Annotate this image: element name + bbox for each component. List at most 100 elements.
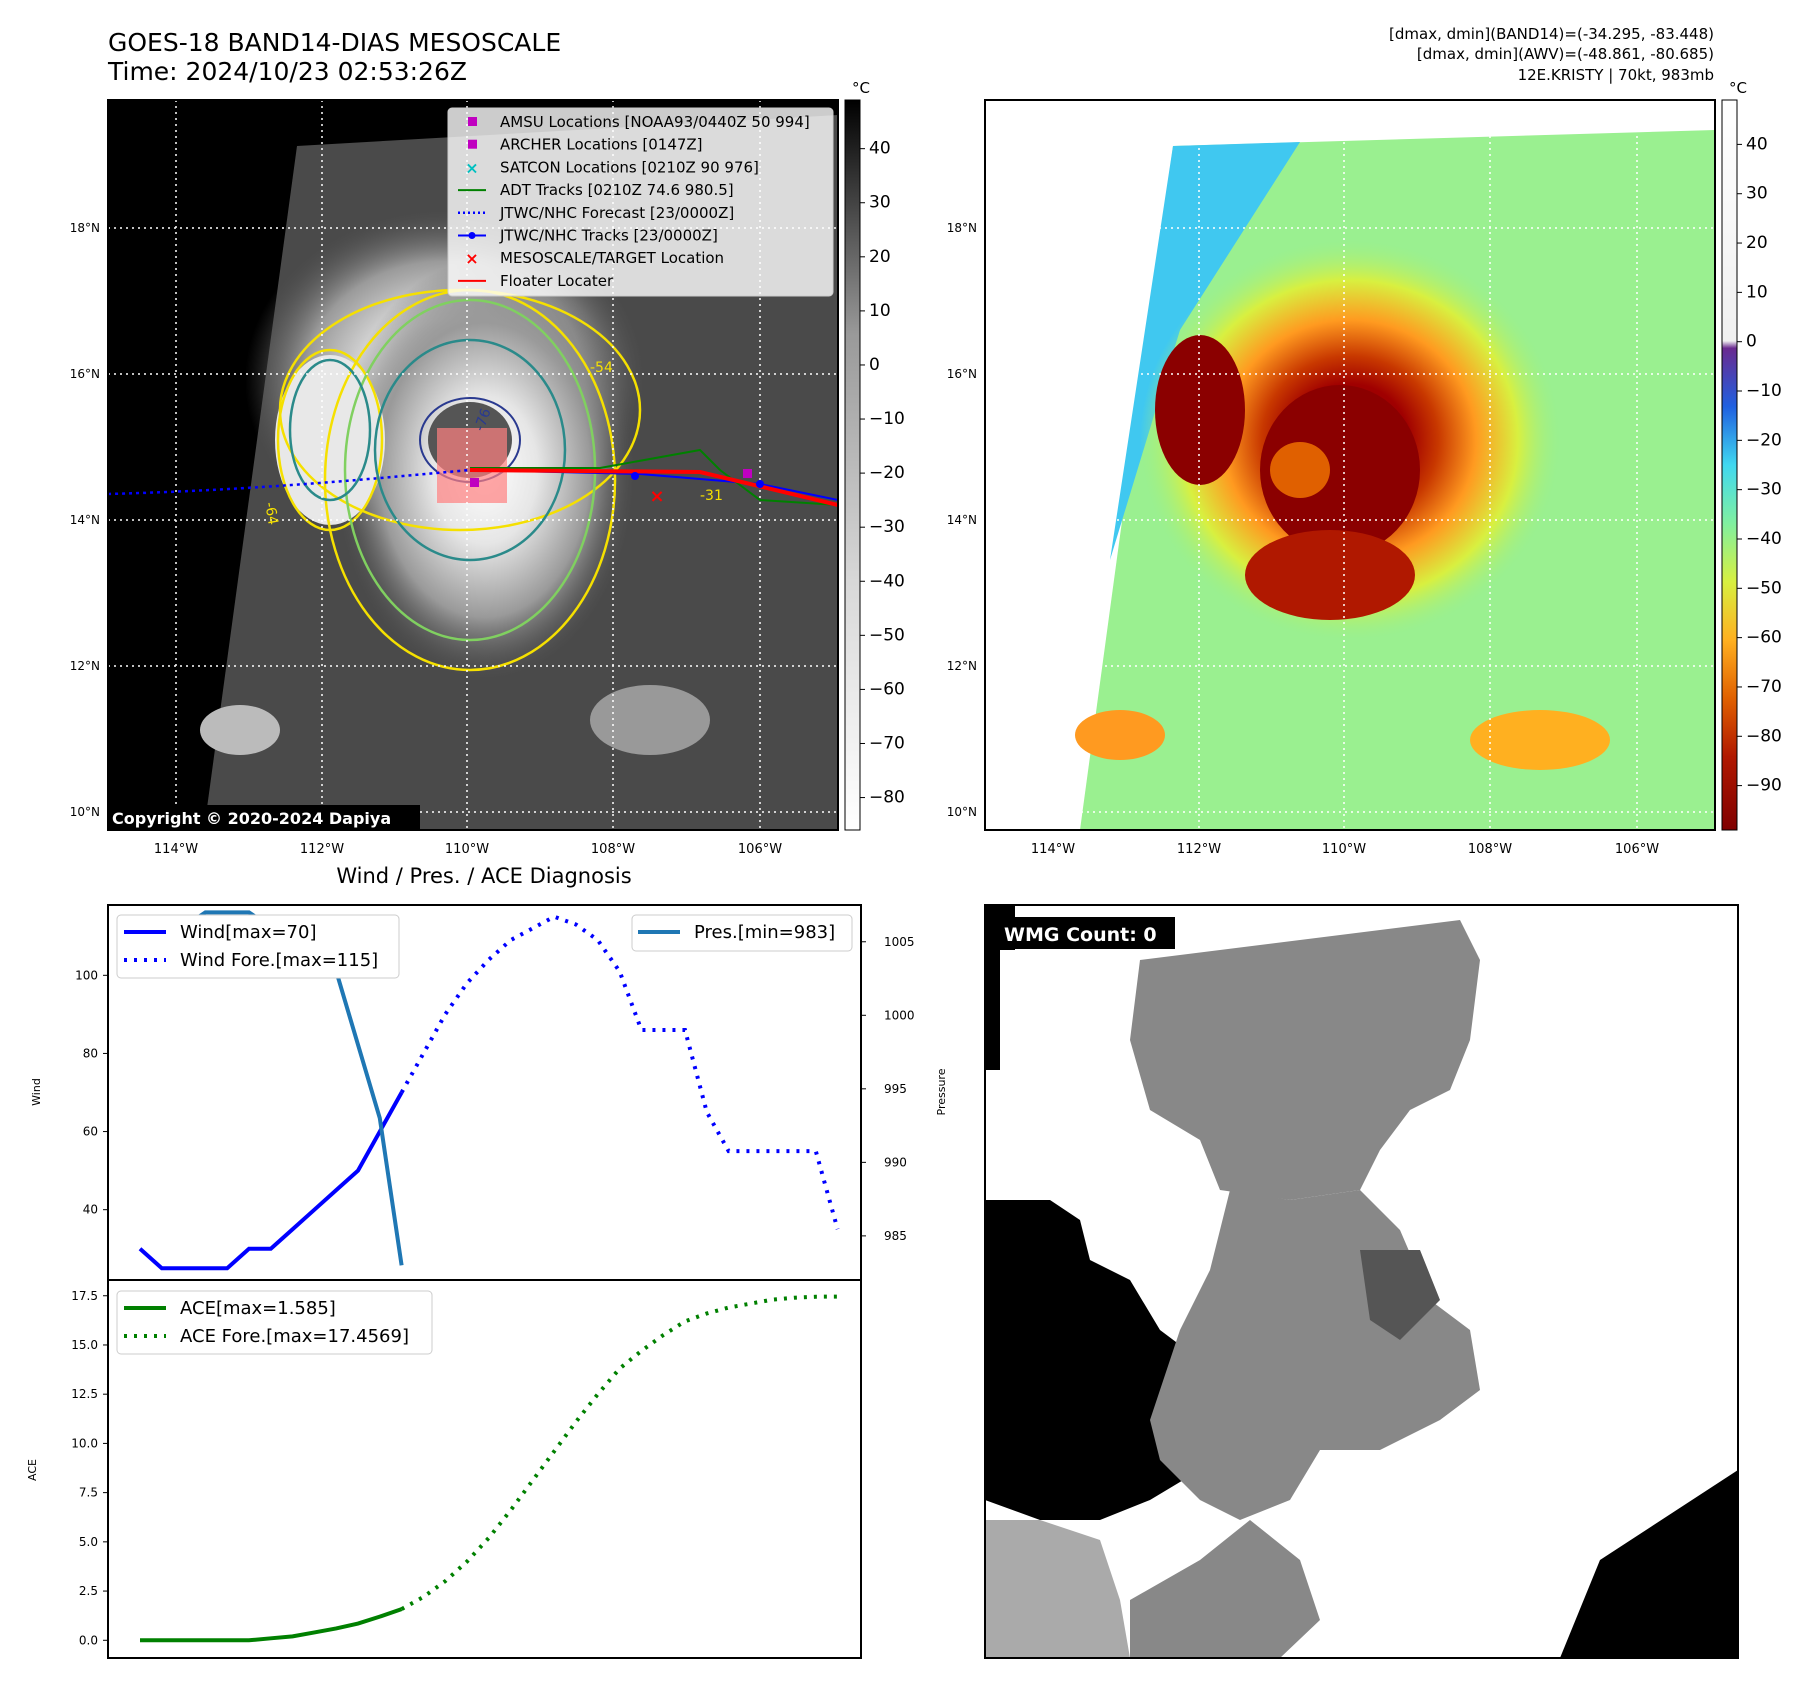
legend-label: MESOSCALE/TARGET Location	[500, 249, 724, 267]
y2-tick-label: 990	[884, 1155, 907, 1169]
legend-label: JTWC/NHC Forecast [23/0000Z]	[499, 204, 734, 222]
forecast-track	[108, 468, 471, 496]
y-tick-label: 15.0	[71, 1338, 98, 1352]
y-tick-label: 80	[83, 1046, 98, 1060]
color-colorbar-tick-label: −20	[1746, 430, 1782, 450]
info-line2: [dmax, dmin](AWV)=(-48.861, -80.685)	[1417, 45, 1714, 63]
series-line	[138, 1091, 404, 1271]
gray-colorbar-tick-label: 10	[869, 301, 891, 321]
map1-lat-label: 18°N	[70, 221, 100, 235]
gray-colorbar-tick-label: 20	[869, 247, 891, 267]
target-marker: ×	[649, 486, 664, 507]
floater-track	[469, 468, 838, 507]
color-colorbar-tick-label: 30	[1746, 184, 1768, 204]
figure-title-line1: GOES-18 BAND14-DIAS MESOSCALE	[108, 28, 561, 57]
contour-label: -31	[700, 488, 723, 504]
gray-colorbar-tick-label: −50	[869, 625, 905, 645]
wmg-lightgray-region	[985, 1520, 1130, 1658]
adt-track	[470, 448, 838, 506]
gray-colorbar-tick-label: −10	[869, 409, 905, 429]
series-line	[400, 1294, 838, 1611]
wmg-frame	[984, 904, 1739, 1659]
map2-lon-label: 106°W	[1615, 842, 1659, 857]
map2-lon-label: 114°W	[1031, 842, 1075, 857]
ir-map-frame	[107, 99, 839, 831]
color-colorbar-tick-label: −80	[1746, 726, 1782, 746]
legend-label: Wind[max=70]	[180, 922, 317, 943]
contour-teal-2	[288, 358, 372, 502]
gray-colorbar-tick-label: −70	[869, 733, 905, 753]
ace-legend-box	[116, 1290, 433, 1355]
y-tick-label: 0.0	[79, 1633, 98, 1647]
legend-label: Floater Locater	[500, 272, 614, 290]
mesoscale-box	[437, 428, 507, 503]
legend-marker	[468, 139, 477, 149]
gray-colorbar-tick-label: −20	[869, 463, 905, 483]
track-point	[631, 472, 639, 480]
map2-lat-label: 10°N	[947, 805, 977, 819]
map1-lon-label: 112°W	[300, 842, 344, 857]
legend-marker: ×	[465, 158, 478, 177]
contour-label: -54	[590, 360, 613, 376]
map1-lat-label: 12°N	[70, 659, 100, 673]
map2-lat-label: 16°N	[947, 367, 977, 381]
color-colorbar-tick-label: −30	[1746, 480, 1782, 500]
gray-colorbar	[844, 99, 861, 831]
y-tick-label: 5.0	[79, 1535, 98, 1549]
legend-label: SATCON Locations [0210Z 90 976]	[500, 158, 759, 176]
y2-tick-label: 985	[884, 1229, 907, 1243]
cloud-cluster	[1075, 710, 1165, 760]
map1-lon-label: 108°W	[591, 842, 635, 857]
y-tick-label: 10.0	[71, 1436, 98, 1450]
gray-colorbar-tick-label: −80	[869, 788, 905, 808]
contour-label: -76	[472, 406, 495, 433]
y-tick-label: 60	[83, 1125, 98, 1139]
y-tick-label: 2.5	[79, 1584, 98, 1598]
ace-axis-label: ACE	[26, 1459, 39, 1481]
gray-colorbar-tick-label: 0	[869, 355, 880, 375]
color-colorbar-tick-label: −90	[1746, 776, 1782, 796]
contour-teal	[373, 338, 567, 562]
wmg-count-label: WMG Count: 0	[1004, 924, 1157, 946]
cold-cloud-south	[1245, 530, 1415, 620]
color-map-panel	[985, 100, 1715, 830]
legend-marker-dot	[468, 232, 476, 239]
y2-tick-label: 1005	[884, 935, 915, 949]
info-line1: [dmax, dmin](BAND14)=(-34.295, -83.448)	[1389, 25, 1714, 43]
y2-tick-label: 1000	[884, 1008, 915, 1022]
color-colorbar-tick-label: 0	[1746, 332, 1757, 352]
map1-lat-label: 14°N	[70, 513, 100, 527]
color-colorbar-tick-label: 10	[1746, 282, 1768, 302]
cloud-cluster	[200, 705, 280, 755]
cloud-cluster-2	[590, 685, 710, 755]
gray-colorbar-tick-label: −40	[869, 571, 905, 591]
color-colorbar-tick-label: 40	[1746, 134, 1768, 154]
color-colorbar-tick-label: −60	[1746, 628, 1782, 648]
color-colorbar-unit: °C	[1729, 79, 1747, 97]
color-colorbar-tick-label: −10	[1746, 381, 1782, 401]
gray-colorbar-tick-label: 40	[869, 139, 891, 159]
color-map-frame	[984, 99, 1716, 831]
y-tick-label: 40	[83, 1203, 98, 1217]
gray-colorbar-tick-label: −60	[869, 679, 905, 699]
wind-legend-box	[116, 914, 400, 979]
diagnosis-title: Wind / Pres. / ACE Diagnosis	[336, 864, 631, 888]
cold-cloud-eyewall	[1260, 385, 1420, 555]
map2-lon-label: 112°W	[1177, 842, 1221, 857]
map2-lat-label: 14°N	[947, 513, 977, 527]
legend-label: ADT Tracks [0210Z 74.6 980.5]	[500, 181, 734, 199]
wmg-panel: WMG Count: 0	[984, 904, 1739, 1659]
y-tick-label: 17.5	[71, 1289, 98, 1303]
color-colorbar	[1721, 99, 1738, 831]
gray-colorbar-tick-label: 30	[869, 193, 891, 213]
map2-lat-label: 12°N	[947, 659, 977, 673]
copyright-bg	[108, 805, 420, 830]
map-gridlines	[985, 100, 1715, 830]
y-tick-label: 7.5	[79, 1486, 98, 1500]
track-point	[756, 480, 764, 488]
wmg-gray-region-3	[1130, 1520, 1320, 1658]
cold-cloud-band	[1155, 335, 1245, 485]
legend-label: ACE Fore.[max=17.4569]	[180, 1326, 409, 1347]
map-legend: AMSU Locations [NOAA93/0440Z 50 994] ARCH…	[447, 107, 834, 297]
